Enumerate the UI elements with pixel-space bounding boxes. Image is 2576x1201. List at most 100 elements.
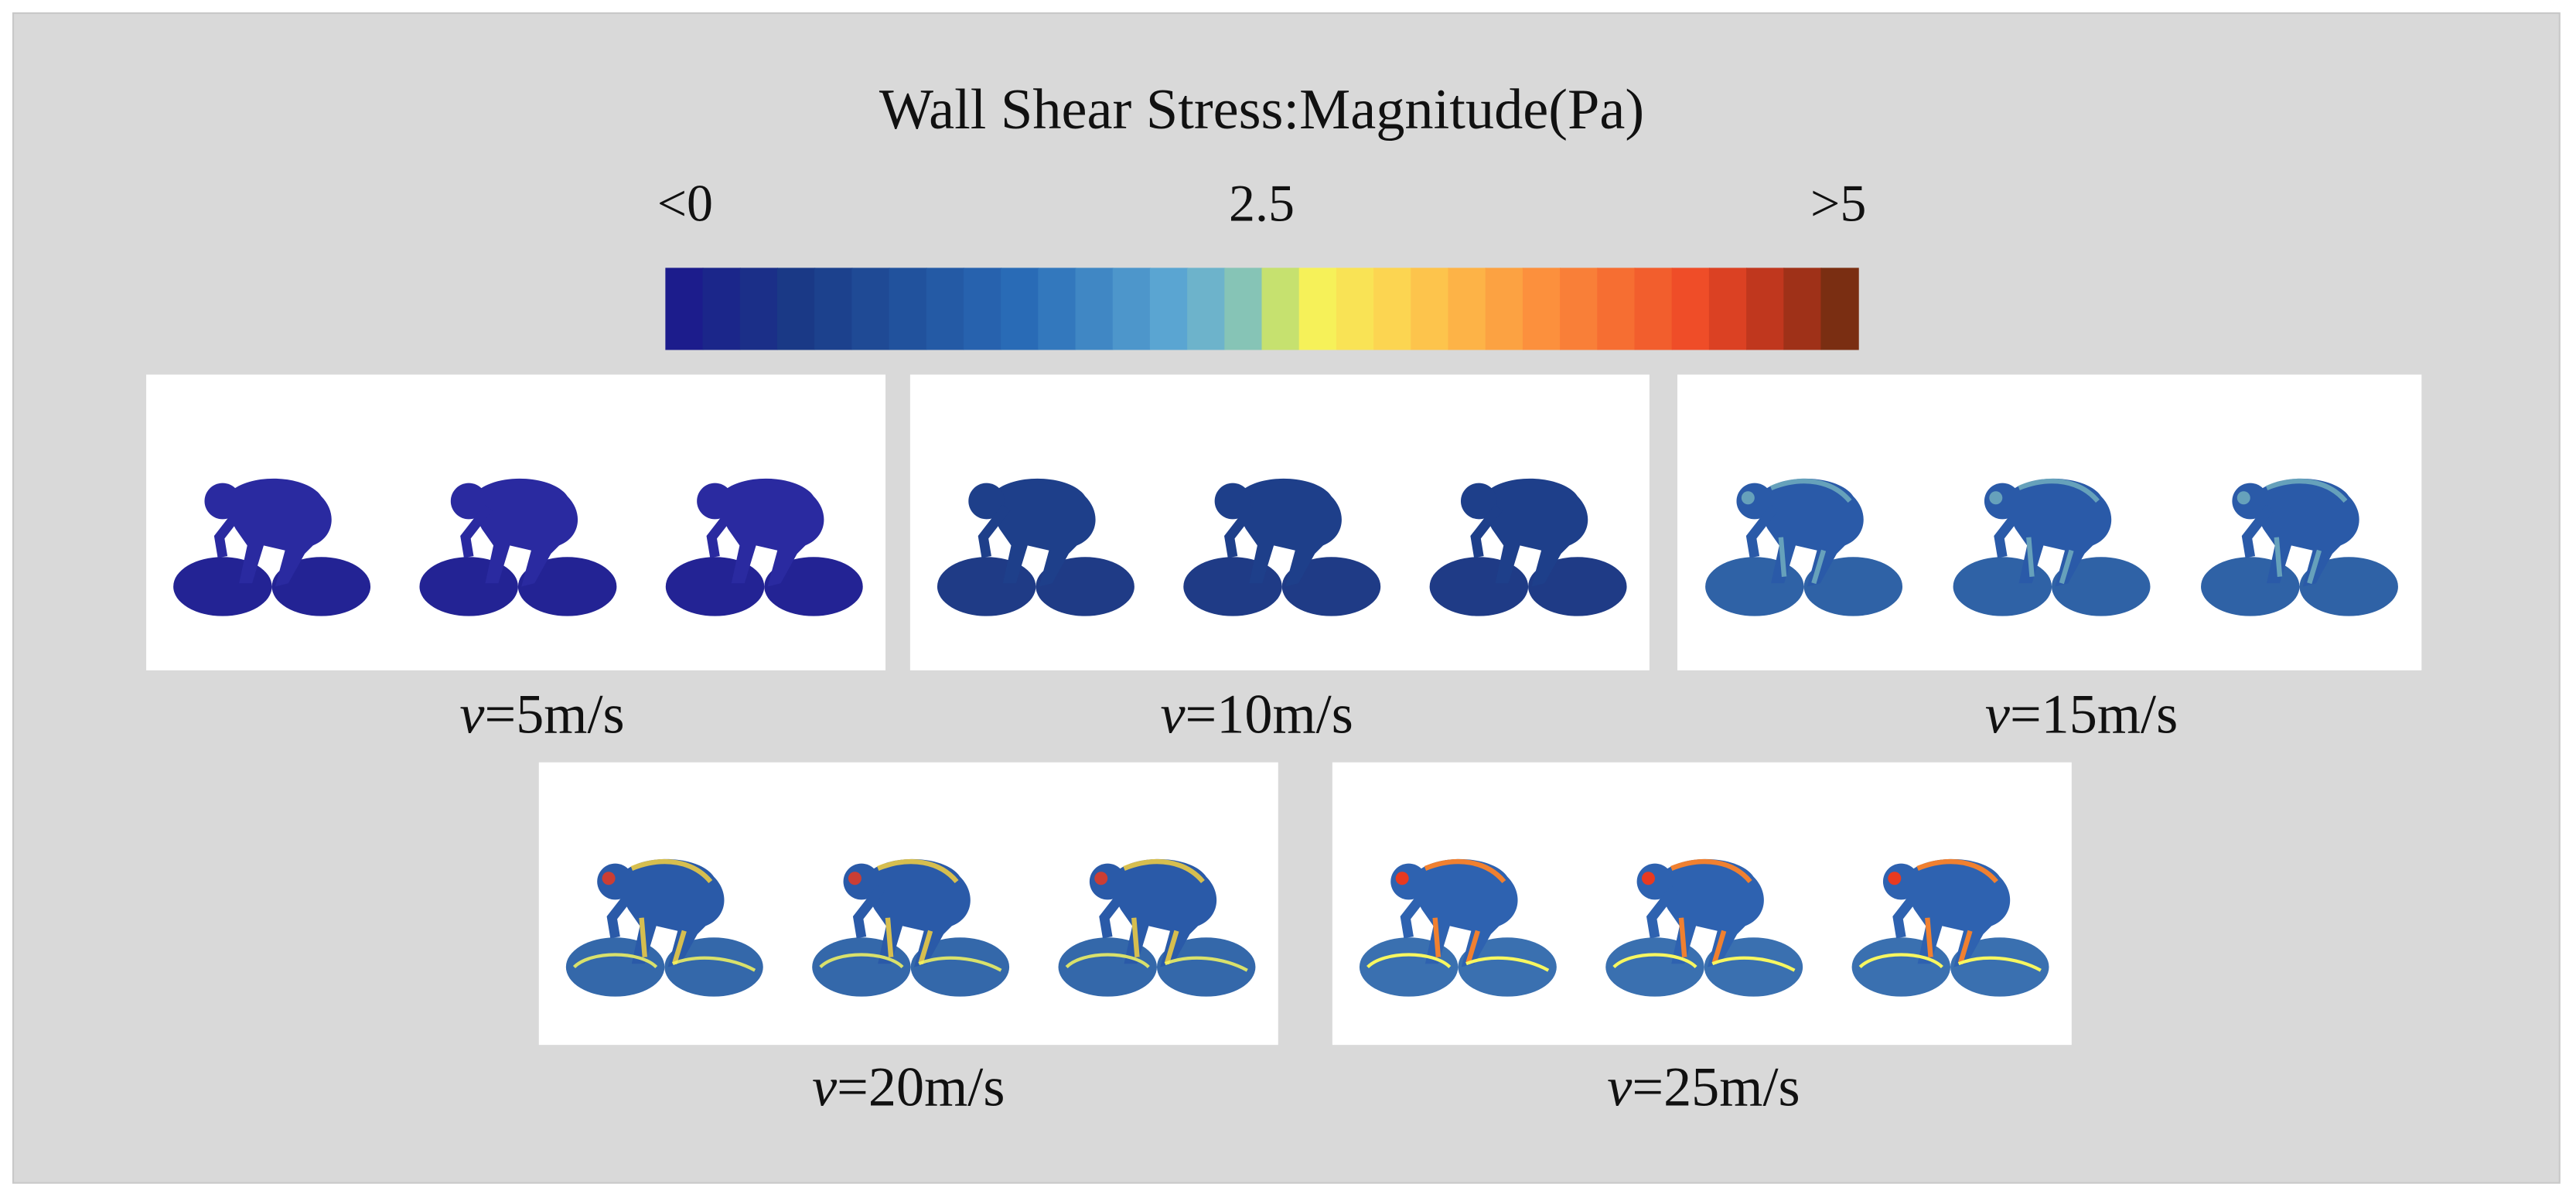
rider-arm [1745,504,1779,558]
shear-highlight [2265,478,2348,585]
shear-highlight [876,858,959,965]
colorbar-segment [963,268,1002,350]
shear-highlight [1123,858,1205,965]
rider-body [1479,478,1588,587]
colorbar-segment [1336,268,1375,350]
rider-body [986,478,1096,587]
front-wheel [1156,937,1256,997]
colorbar-segment [1075,268,1114,350]
rider-body [469,478,578,587]
colorbar-segment [1224,268,1263,350]
panel: v=5m/s [146,374,886,745]
shear-highlight [1094,872,1108,885]
cyclist [419,478,617,616]
colorbar-segment [1187,268,1226,350]
front-wheel [517,557,617,616]
colorbar-segment [1298,268,1337,350]
speed-variable: v [1160,683,1186,745]
shear-highlight [2018,478,2100,585]
colorbar-segment [889,268,927,350]
cyclist [937,478,1134,616]
shear-highlight [1888,872,1902,885]
front-wheel [764,557,863,616]
rider-arm [1994,504,2026,558]
shear-highlight [1395,872,1409,885]
front-wheel [1704,937,1803,997]
front-wheel [1803,557,1903,616]
shear-highlight [1858,953,2042,972]
front-wheel [1528,557,1627,616]
rider-arm [606,885,640,939]
shear-highlight [1065,953,1248,972]
front-wheel [1036,557,1134,616]
colorbar-segment [1448,268,1486,350]
rider-arm [2241,504,2274,558]
rider-arm [1099,885,1131,939]
shear-highlight [1366,953,1550,972]
rider-arm [460,504,493,558]
colorbar-segment [1560,268,1598,350]
cyclist [1429,478,1627,616]
colorbar-segment [1261,268,1300,350]
shear-highlight [1741,491,1755,505]
cyclist [2201,478,2398,616]
colorbar-segment [1149,268,1189,350]
front-wheel [910,937,1010,997]
colorbar-segment [1001,268,1039,350]
front-wheel [1458,937,1557,997]
colorbar-segment [1634,268,1673,350]
cyclist [665,478,863,616]
shear-highlight [819,953,1002,972]
panel: v=10m/s [909,374,1650,745]
speed-value: =10m/s [1186,683,1353,745]
rider-arm [852,885,885,939]
front-wheel [1281,557,1381,616]
rider-arm [1400,885,1433,939]
rider-head [204,483,241,520]
shear-highlight [602,872,616,885]
front-wheel [664,937,763,997]
colorbar-segment [1373,268,1412,350]
speed-variable: v [1607,1056,1633,1117]
colorbar-segment [1746,268,1785,350]
cyclist [1605,858,1803,997]
rider-body [1233,478,1342,587]
speed-variable: v [812,1056,838,1117]
colorbar-segment [739,268,779,350]
colorbar-tick-label: 2.5 [1229,173,1295,232]
front-wheel [2299,557,2398,616]
panel-label: v=5m/s [459,683,624,745]
rider-head [1460,483,1497,520]
panel: v=25m/s [1332,762,2072,1117]
front-wheel [2052,557,2151,616]
colorbar-segment [1112,268,1151,350]
cyclist [1851,858,2049,997]
cyclist [1953,478,2151,616]
colorbar-segment [1485,268,1523,350]
shear-highlight [572,953,756,972]
front-wheel [1950,937,2049,997]
rider-body [715,478,824,587]
cyclist [1058,858,1256,997]
panel-label: v=15m/s [1985,683,2178,745]
panel-label: v=10m/s [1160,683,1353,745]
shear-highlight [848,872,862,885]
colorbar-segment [776,268,816,350]
rider-head [1214,483,1251,520]
colorbar-segment [926,268,965,350]
colorbar-segment [814,268,853,350]
colorbar-segment [1820,268,1859,350]
rider-head [968,483,1005,520]
colorbar-segment [1411,268,1449,350]
colorbar-segment [665,268,704,350]
colorbar-segment [1038,268,1076,350]
speed-variable: v [459,683,485,745]
panel: v=20m/s [538,762,1278,1117]
cyclist [173,478,371,616]
shear-highlight [1989,491,2003,505]
rider-arm [1892,885,1925,939]
shear-highlight [630,858,713,965]
cyclist [1705,478,1903,616]
shear-highlight [1916,858,1998,965]
shear-highlight [1670,858,1752,965]
